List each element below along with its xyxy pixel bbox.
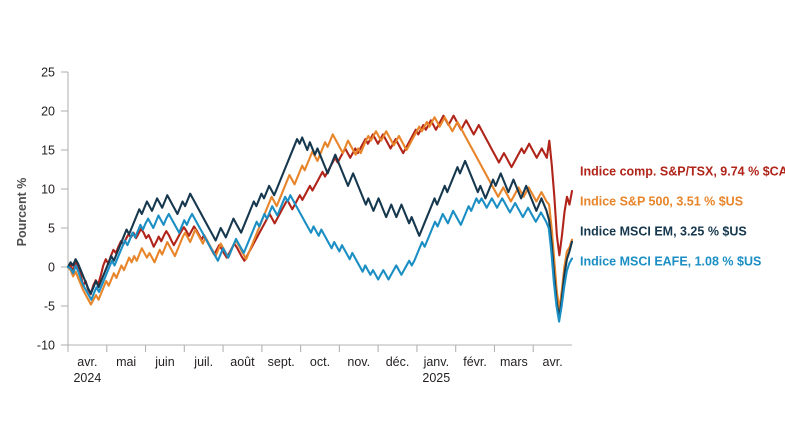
y-tick-label: 0 — [48, 261, 55, 275]
x-tick-label-mai: mai — [116, 355, 136, 369]
chart-legend: Indice comp. S&P/TSX, 9.74 % $CA Indice S… — [580, 164, 785, 268]
y-axis-title: Pourcent % — [15, 178, 29, 247]
x-tick-label-juil: juil. — [193, 355, 213, 369]
series-line-msci-eafe — [66, 194, 574, 323]
x-tick-label-dc: déc. — [386, 355, 410, 369]
series-line-s-p-tsx — [66, 114, 574, 296]
y-tick-label: -5 — [44, 300, 55, 314]
x-tick-label-aot: août — [230, 355, 255, 369]
x-axis-year-2025: 2025 — [422, 371, 450, 385]
y-tick-label: 25 — [41, 66, 55, 80]
y-tick-label: -10 — [37, 339, 55, 353]
y-tick-labels: 25 20 15 10 5 0 -5 -10 — [37, 66, 55, 353]
y-axis-group: 25 20 15 10 5 0 -5 -10 Pourcent % — [15, 66, 69, 353]
x-axis-year-2024: 2024 — [73, 371, 101, 385]
y-tick-label: 15 — [41, 144, 55, 158]
y-tick-label: 20 — [41, 105, 55, 119]
x-tick-label-avr: avr. — [77, 355, 97, 369]
y-tick-label: 5 — [48, 222, 55, 236]
x-tick-label-juin: juin — [154, 355, 175, 369]
x-axis-group: avr. mai juin juil. août sept. oct. nov. déc. jan… — [67, 344, 572, 385]
series-lines — [66, 114, 574, 323]
x-tick-label-oct: oct. — [310, 355, 330, 369]
legend-item-2: Indice MSCI EM, 3.25 % $US — [580, 224, 747, 238]
x-tick-label-nov: nov. — [347, 355, 370, 369]
x-tick-marks — [67, 345, 534, 352]
x-tick-label-mars: mars — [500, 355, 528, 369]
x-tick-label-fvr: févr. — [463, 355, 487, 369]
x-tick-label-avr: avr. — [543, 355, 563, 369]
series-line-s-p-500 — [66, 116, 574, 311]
legend-item-1: Indice S&P 500, 3.51 % $US — [580, 194, 743, 208]
x-tick-label-janv: janv. — [423, 355, 449, 369]
legend-item-0: Indice comp. S&P/TSX, 9.74 % $CA — [580, 164, 785, 178]
series-line-msci-em — [66, 136, 574, 319]
y-tick-label: 10 — [41, 183, 55, 197]
x-tick-label-sept: sept. — [268, 355, 295, 369]
y-tick-marks — [61, 71, 68, 346]
legend-item-3: Indice MSCI EAFE, 1.08 % $US — [580, 254, 761, 268]
x-tick-labels: avr. mai juin juil. août sept. oct. nov. déc. jan… — [77, 355, 562, 369]
